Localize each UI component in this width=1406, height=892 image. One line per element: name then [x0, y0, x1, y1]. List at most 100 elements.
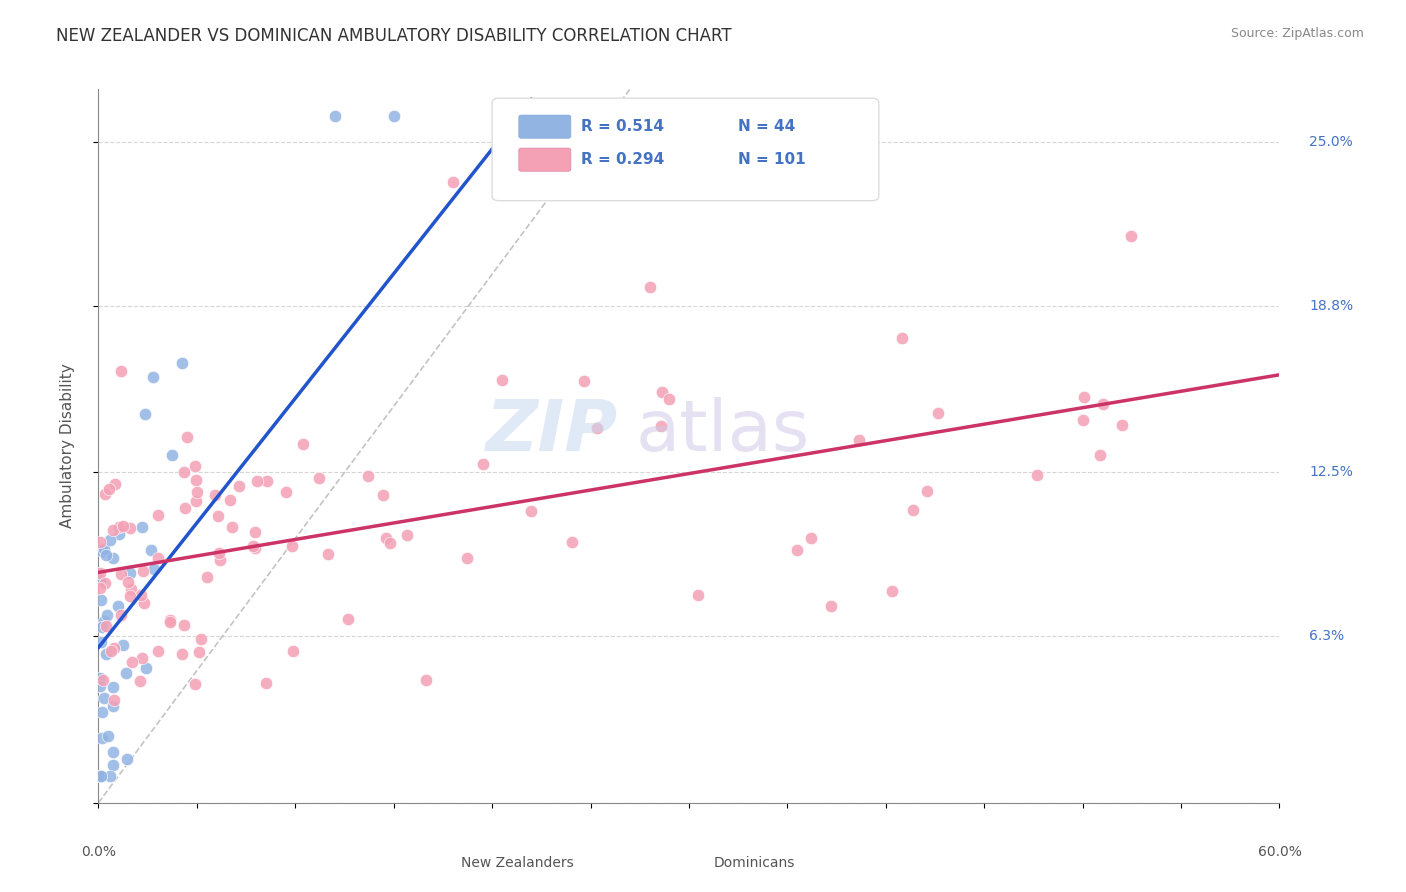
- Point: [357, 469, 380, 483]
- Point: [650, 418, 672, 433]
- Point: [651, 385, 673, 400]
- Point: [456, 551, 478, 566]
- Point: [101, 745, 124, 759]
- Point: [890, 331, 912, 345]
- Point: [103, 699, 125, 714]
- Point: [98, 769, 121, 783]
- Point: [89, 573, 111, 587]
- Text: 12.5%: 12.5%: [1309, 466, 1353, 479]
- Point: [94, 647, 117, 661]
- Text: R = 0.514: R = 0.514: [581, 120, 664, 134]
- Point: [491, 373, 513, 387]
- Point: [111, 518, 134, 533]
- Point: [184, 459, 207, 474]
- Point: [90, 769, 112, 783]
- Point: [120, 589, 142, 603]
- Point: [142, 369, 165, 384]
- Point: [89, 769, 111, 783]
- Text: 18.8%: 18.8%: [1309, 299, 1353, 313]
- Point: [146, 550, 169, 565]
- Text: R = 0.294: R = 0.294: [581, 153, 664, 167]
- Point: [93, 541, 115, 556]
- Point: [94, 548, 117, 562]
- Point: [848, 434, 870, 448]
- Point: [146, 643, 169, 657]
- Point: [188, 644, 211, 658]
- Point: [1071, 412, 1094, 426]
- Point: [242, 539, 264, 553]
- Text: ZIP: ZIP: [486, 397, 619, 467]
- FancyBboxPatch shape: [672, 842, 713, 862]
- Point: [572, 375, 595, 389]
- Point: [472, 457, 495, 471]
- Point: [108, 526, 131, 541]
- Point: [103, 693, 125, 707]
- Point: [100, 643, 122, 657]
- Point: [103, 641, 125, 656]
- Point: [373, 488, 395, 502]
- Point: [129, 674, 152, 689]
- Text: 25.0%: 25.0%: [1309, 135, 1353, 149]
- FancyBboxPatch shape: [436, 842, 477, 862]
- Point: [1088, 448, 1111, 462]
- Point: [415, 673, 437, 688]
- Point: [195, 570, 218, 584]
- Point: [786, 542, 808, 557]
- Point: [90, 593, 112, 607]
- Point: [245, 525, 267, 540]
- Point: [374, 531, 396, 545]
- Point: [173, 618, 195, 632]
- Point: [91, 673, 114, 688]
- Point: [131, 650, 153, 665]
- Point: [395, 528, 418, 542]
- Point: [129, 589, 152, 603]
- Point: [208, 546, 231, 560]
- Text: N = 44: N = 44: [738, 120, 796, 134]
- Point: [97, 729, 120, 743]
- Text: 6.3%: 6.3%: [1309, 629, 1344, 643]
- Point: [243, 541, 266, 555]
- Text: Dominicans: Dominicans: [713, 856, 794, 871]
- Point: [520, 109, 543, 123]
- Point: [146, 508, 169, 522]
- Point: [281, 539, 304, 553]
- Point: [441, 175, 464, 189]
- Point: [190, 632, 212, 646]
- Point: [142, 562, 165, 576]
- Point: [184, 494, 207, 508]
- Point: [520, 504, 543, 518]
- Point: [94, 575, 117, 590]
- Point: [204, 488, 226, 502]
- Point: [254, 676, 277, 690]
- Point: [170, 647, 193, 661]
- Point: [103, 523, 125, 537]
- Point: [132, 564, 155, 578]
- Point: [208, 553, 231, 567]
- Text: 0.0%: 0.0%: [82, 845, 115, 859]
- Point: [101, 758, 124, 772]
- Point: [93, 614, 115, 628]
- Point: [219, 493, 242, 508]
- Point: [114, 665, 136, 680]
- Point: [1073, 391, 1095, 405]
- Point: [135, 661, 157, 675]
- Point: [1091, 397, 1114, 411]
- Point: [378, 535, 401, 549]
- Point: [1111, 418, 1133, 433]
- Point: [120, 582, 142, 596]
- Point: [89, 671, 111, 685]
- Point: [134, 596, 156, 610]
- Point: [89, 535, 111, 549]
- Point: [221, 520, 243, 534]
- Point: [115, 752, 138, 766]
- Point: [915, 483, 938, 498]
- Point: [89, 679, 111, 693]
- Point: [94, 619, 117, 633]
- Point: [118, 521, 141, 535]
- Point: [93, 691, 115, 706]
- Point: [159, 615, 181, 630]
- Point: [800, 531, 823, 545]
- Point: [638, 280, 661, 294]
- Point: [246, 475, 269, 489]
- Point: [110, 607, 132, 622]
